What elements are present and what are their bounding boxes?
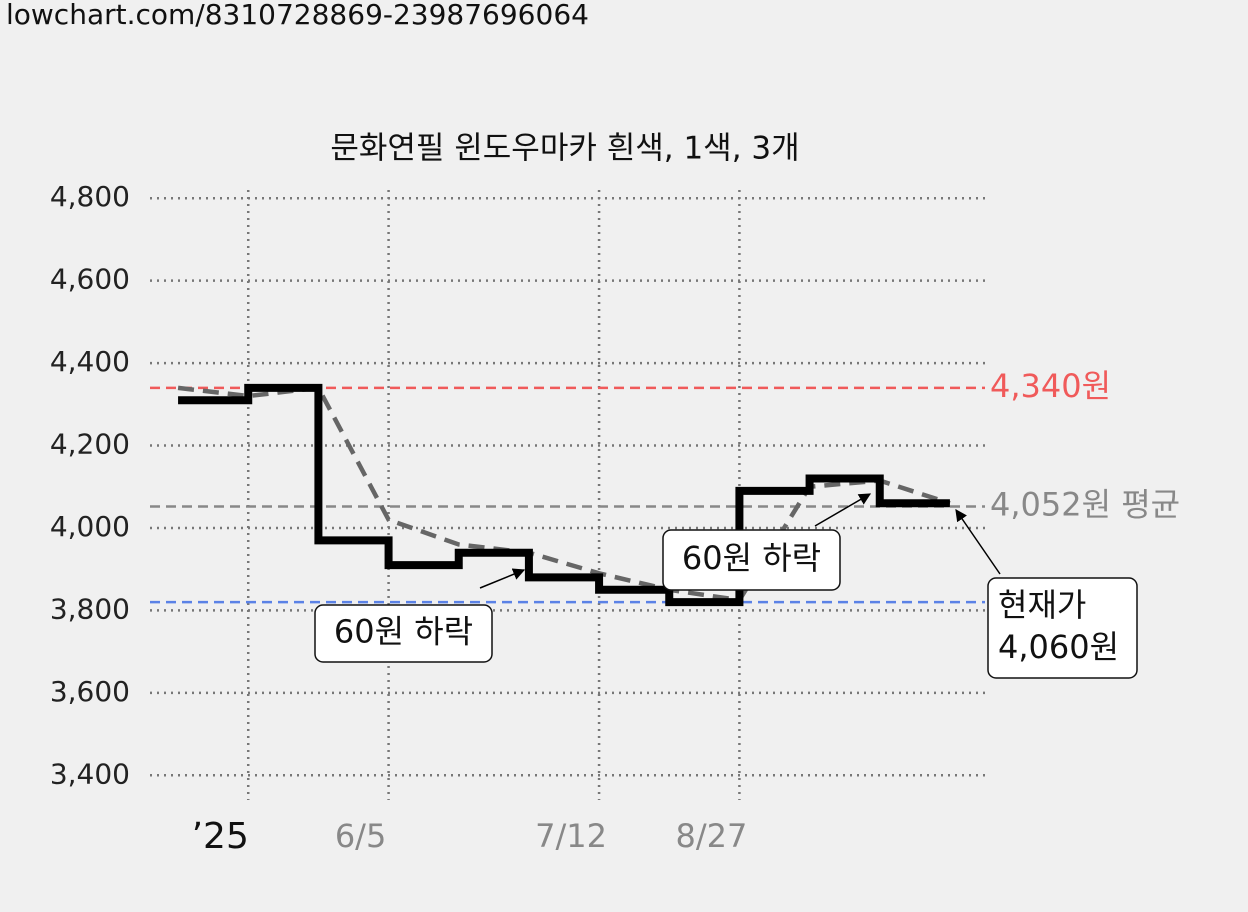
annotation-arrow [814, 493, 872, 527]
annotation-text: 60원 하락 [682, 539, 821, 577]
y-tick-label: 4,000 [50, 510, 130, 543]
chart-title: 문화연필 윈도우마카 흰색, 1색, 3개 [330, 131, 799, 167]
annotation-box [987, 577, 1138, 679]
annotation-arrow [955, 509, 1001, 575]
x-tick-label: 6/5 [335, 817, 387, 855]
annotation-text: 현재가 [998, 586, 1086, 624]
annotation-text: 60원 하락 [334, 613, 473, 651]
y-tick-label: 4,800 [50, 180, 130, 213]
reference-label: 4,052원 평균 [990, 486, 1180, 524]
y-tick-label: 4,600 [50, 263, 130, 296]
y-tick-label: 3,600 [50, 675, 130, 708]
y-tick-label: 4,200 [50, 428, 130, 461]
x-tick-label: 8/27 [675, 817, 747, 855]
annotation-box [662, 529, 841, 591]
x-tick-label: 7/12 [535, 817, 607, 855]
step-line [178, 383, 950, 607]
reference-label: 4,340원 [990, 367, 1111, 405]
annotation-text: 4,060원 [998, 628, 1119, 666]
y-tick-label: 4,400 [50, 345, 130, 378]
y-tick-label: 3,800 [50, 592, 130, 625]
url: lowchart.com/8310728869-23987696064 [6, 0, 589, 31]
annotation-arrow [479, 568, 526, 589]
x-tick-label: ’25 [192, 816, 249, 857]
y-tick-label: 3,400 [50, 757, 130, 790]
annotation-box [314, 604, 493, 663]
